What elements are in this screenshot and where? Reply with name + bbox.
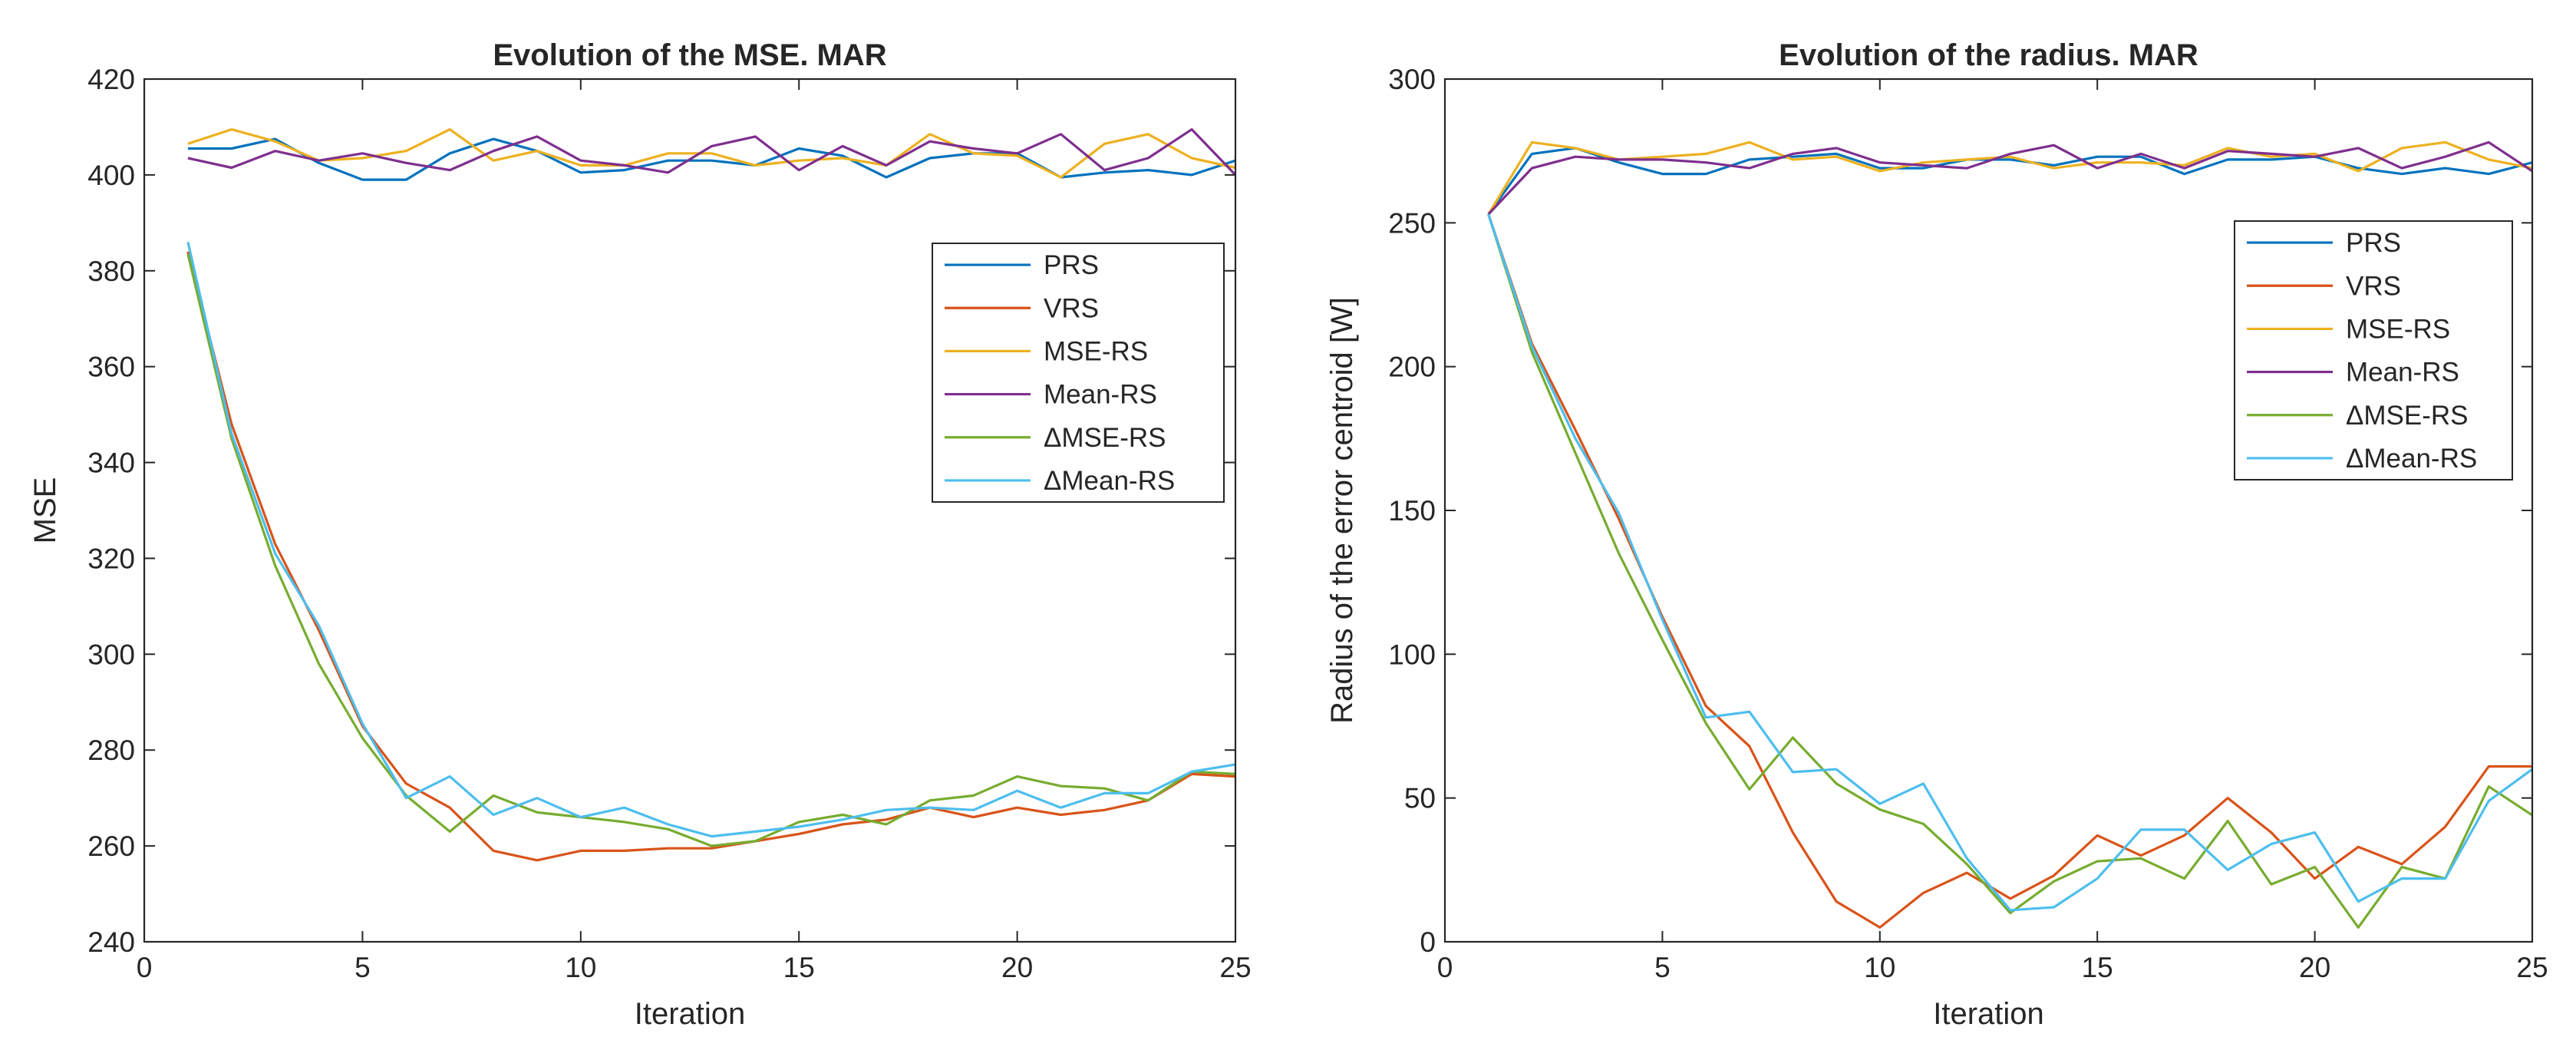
series-line-meanrs (187, 128, 1237, 177)
series-line-meanrs (186, 241, 1236, 838)
x-tick-label: 5 (1654, 952, 1671, 983)
y-tick-label: 340 (87, 447, 135, 479)
x-tick-label: 20 (1001, 952, 1033, 983)
y-tick-label: 320 (87, 543, 135, 574)
x-tick-label: 5 (355, 952, 371, 983)
plot-area (144, 79, 1235, 942)
series-line-meanrs (1487, 140, 2533, 216)
legend-label: VRS (1044, 293, 1099, 323)
series-line-prs (1487, 147, 2533, 216)
x-tick-label: 20 (2299, 952, 2330, 983)
series-line-msers (1487, 140, 2533, 215)
chart-title: Evolution of the radius. MAR (1779, 38, 2198, 72)
y-tick-label: 280 (87, 735, 135, 766)
x-tick-label: 15 (2082, 952, 2113, 983)
y-tick-label: 360 (87, 352, 135, 383)
y-tick-label: 50 (1404, 783, 1436, 814)
x-tick-label: 10 (565, 952, 596, 983)
legend-label: PRS (1044, 250, 1099, 280)
x-tick-label: 10 (1864, 952, 1895, 983)
legend-label: Mean-RS (1044, 380, 1157, 410)
axes-box (143, 78, 1237, 943)
x-tick-label: 25 (2516, 952, 2548, 983)
y-axis-label: Radius of the error centroid [W] (1325, 297, 1359, 724)
legend-label: PRS (2346, 228, 2401, 258)
legend: PRS VRS MSE-RS Mean-RS ΔMSE-RS ΔMean-RS (932, 243, 1225, 503)
series-line-msers (186, 253, 1236, 847)
y-tick-label: 300 (87, 639, 135, 670)
y-tick-label: 150 (1388, 495, 1436, 527)
legend-label: ΔMean-RS (2346, 444, 2477, 474)
y-tick-label: 100 (1388, 639, 1436, 670)
legend-label: MSE-RS (1044, 336, 1148, 366)
chart-1: 0 5 10 15 20 25 240 260 280 300 320 340 360 380 400 420… (28, 38, 1252, 1031)
x-axis-label: Iteration (1933, 997, 2044, 1031)
y-tick-label: 0 (1420, 926, 1436, 958)
legend-box (2234, 220, 2513, 480)
legend-label: ΔMSE-RS (2346, 401, 2469, 431)
x-tick-label: 0 (1437, 952, 1453, 983)
y-tick-label: 240 (87, 926, 135, 958)
x-tick-label: 0 (137, 952, 153, 983)
y-tick-label: 400 (87, 160, 135, 191)
series-line-meanrs (1487, 213, 2533, 912)
plot-area (1445, 79, 2532, 942)
y-tick-label: 200 (1388, 352, 1436, 383)
legend: PRS VRS MSE-RS Mean-RS ΔMSE-RS ΔMean-RS (2234, 220, 2513, 480)
x-tick-label: 25 (1219, 952, 1251, 983)
legend-label: ΔMean-RS (1044, 466, 1175, 496)
y-tick-label: 300 (1388, 64, 1436, 95)
y-tick-label: 380 (87, 256, 135, 287)
x-axis-label: Iteration (635, 997, 746, 1031)
y-tick-label: 250 (1388, 207, 1436, 239)
chart-title: Evolution of the MSE. MAR (493, 38, 886, 72)
series-line-msers (1487, 213, 2533, 929)
y-axis-label: MSE (28, 477, 62, 544)
series-line-msers (187, 128, 1236, 179)
legend-label: VRS (2346, 271, 2401, 301)
x-tick-label: 15 (783, 952, 815, 983)
y-tick-label: 420 (87, 64, 135, 95)
legend-label: ΔMSE-RS (1044, 423, 1166, 453)
legend-box (932, 243, 1225, 503)
y-tick-label: 260 (87, 830, 135, 862)
legend-label: Mean-RS (2346, 358, 2459, 388)
legend-label: MSE-RS (2346, 314, 2450, 344)
